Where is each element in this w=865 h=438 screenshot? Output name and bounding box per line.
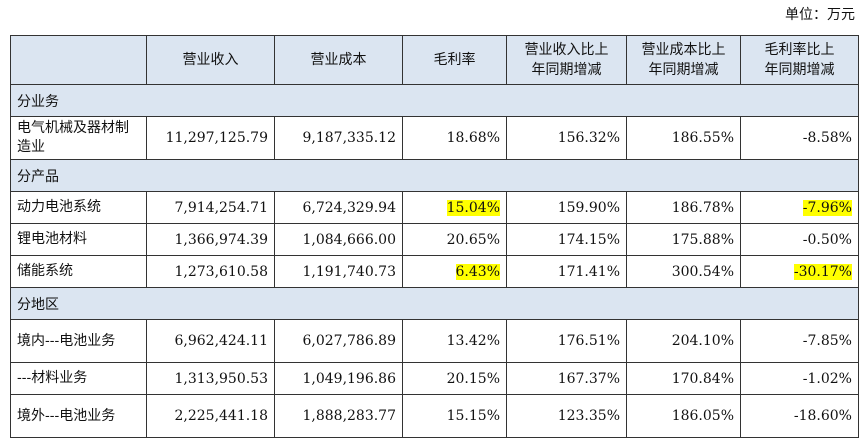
cost-cell: 9,187,335.12 <box>274 116 403 160</box>
revenue-cell: 7,914,254.71 <box>146 191 275 224</box>
revenue-cell: 11,297,125.79 <box>146 116 275 160</box>
margin-cell: 15.04% <box>402 191 507 224</box>
highlighted-value: 6.43% <box>455 263 500 280</box>
revenue-cell: 1,366,974.39 <box>146 223 275 256</box>
row-label: 境内---电池业务 <box>10 319 147 363</box>
table-row: 动力电池系统 7,914,254.71 6,724,329.94 15.04% 159.… <box>10 191 859 224</box>
cost-change-cell: 186.55% <box>626 116 741 160</box>
cost-cell: 1,049,196.86 <box>274 362 403 395</box>
table-row: ---材料业务 1,313,950.53 1,049,196.86 20.15% 167… <box>10 362 859 395</box>
margin-cell: 15.15% <box>402 394 507 438</box>
cost-change-cell: 175.88% <box>626 223 741 256</box>
revenue-cell: 6,962,424.11 <box>146 319 275 363</box>
revenue-change-cell: 123.35% <box>506 394 627 438</box>
cost-cell: 1,084,666.00 <box>274 223 403 256</box>
revenue-cell: 1,273,610.58 <box>146 255 275 288</box>
revenue-table: 营业收入 营业成本 毛利率 营业收入比上 年同期增减 营业成本比上 年同期增减 毛利率比上 年同… <box>10 35 859 438</box>
margin-cell: 20.15% <box>402 362 507 395</box>
row-label: 动力电池系统 <box>10 191 147 224</box>
cost-header: 营业成本 <box>274 35 403 85</box>
highlighted-value: 15.04% <box>446 199 500 216</box>
revenue-cell: 1,313,950.53 <box>146 362 275 395</box>
margin-cell: 18.68% <box>402 116 507 160</box>
table-row: 境内---电池业务 6,962,424.11 6,027,786.89 13.42% 1… <box>10 319 859 363</box>
margin-cell: 6.43% <box>402 255 507 288</box>
revenue-change-cell: 176.51% <box>506 319 627 363</box>
revenue-change-cell: 156.32% <box>506 116 627 160</box>
cost-change-header: 营业成本比上 年同期增减 <box>626 35 741 85</box>
cost-cell: 6,724,329.94 <box>274 191 403 224</box>
revenue-change-cell: 171.41% <box>506 255 627 288</box>
table-body: 分业务 电气机械及器材制造业 11,297,125.79 9,187,335.12 18… <box>10 84 859 438</box>
margin-change-cell: -7.96% <box>740 191 859 224</box>
section-title: 分业务 <box>10 84 859 117</box>
revenue-change-header: 营业收入比上 年同期增减 <box>506 35 627 85</box>
margin-change-cell: -7.85% <box>740 319 859 363</box>
margin-change-cell: -1.02% <box>740 362 859 395</box>
section-row: 分业务 <box>10 84 859 117</box>
cost-cell: 6,027,786.89 <box>274 319 403 363</box>
revenue-cell: 2,225,441.18 <box>146 394 275 438</box>
margin-header: 毛利率 <box>402 35 507 85</box>
highlighted-value: -30.17% <box>793 263 852 280</box>
row-label: 储能系统 <box>10 255 147 288</box>
cost-change-cell: 186.78% <box>626 191 741 224</box>
section-row: 分地区 <box>10 287 859 320</box>
revenue-change-cell: 159.90% <box>506 191 627 224</box>
table-row: 电气机械及器材制造业 11,297,125.79 9,187,335.12 18.68… <box>10 116 859 160</box>
table-row: 境外---电池业务 2,225,441.18 1,888,283.77 15.15% 1… <box>10 394 859 438</box>
highlighted-value: -7.96% <box>802 199 852 216</box>
row-label: ---材料业务 <box>10 362 147 395</box>
revenue-header: 营业收入 <box>146 35 275 85</box>
cost-cell: 1,191,740.73 <box>274 255 403 288</box>
section-title: 分地区 <box>10 287 859 320</box>
row-label: 境外---电池业务 <box>10 394 147 438</box>
row-label: 电气机械及器材制造业 <box>10 116 147 160</box>
cost-change-cell: 204.10% <box>626 319 741 363</box>
margin-change-cell: -0.50% <box>740 223 859 256</box>
cost-change-cell: 300.54% <box>626 255 741 288</box>
margin-change-cell: -18.60% <box>740 394 859 438</box>
table-row: 锂电池材料 1,366,974.39 1,084,666.00 20.65% 174.1… <box>10 223 859 256</box>
margin-change-cell: -30.17% <box>740 255 859 288</box>
margin-change-header: 毛利率比上 年同期增减 <box>740 35 859 85</box>
margin-cell: 20.65% <box>402 223 507 256</box>
corner-header <box>10 35 147 85</box>
table-row: 储能系统 1,273,610.58 1,191,740.73 6.43% 171.41%… <box>10 255 859 288</box>
cost-change-cell: 186.05% <box>626 394 741 438</box>
cost-change-cell: 170.84% <box>626 362 741 395</box>
row-label: 锂电池材料 <box>10 223 147 256</box>
margin-change-cell: -8.58% <box>740 116 859 160</box>
revenue-change-cell: 167.37% <box>506 362 627 395</box>
revenue-change-cell: 174.15% <box>506 223 627 256</box>
margin-cell: 13.42% <box>402 319 507 363</box>
unit-label: 单位：万元 <box>785 7 855 23</box>
cost-cell: 1,888,283.77 <box>274 394 403 438</box>
header-row: 营业收入 营业成本 毛利率 营业收入比上 年同期增减 营业成本比上 年同期增减 毛利率比上 年同… <box>10 35 859 85</box>
section-row: 分产品 <box>10 159 859 192</box>
section-title: 分产品 <box>10 159 859 192</box>
